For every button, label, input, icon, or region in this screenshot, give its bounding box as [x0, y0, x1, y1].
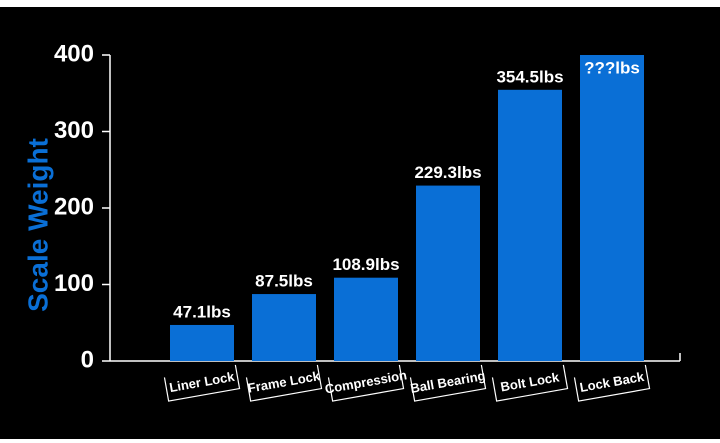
bar [580, 55, 644, 361]
value-label: 108.9lbs [332, 255, 399, 274]
value-label: 47.1lbs [173, 302, 231, 321]
x-tick-bracket [163, 364, 241, 402]
value-label: 354.5lbs [496, 67, 563, 86]
bar [498, 89, 562, 362]
x-tick-bracket [327, 364, 405, 402]
bar [252, 294, 316, 361]
y-tick-label: 100 [54, 270, 94, 297]
x-tick-bracket [573, 364, 651, 402]
y-tick-label: 0 [81, 346, 94, 373]
y-axis-label: Scale Weight [22, 138, 53, 312]
value-label: 229.3lbs [414, 163, 481, 182]
x-tick-bracket [491, 364, 569, 402]
bar [334, 277, 398, 361]
bar [416, 185, 480, 361]
y-tick-label: 300 [54, 117, 94, 144]
value-label: ???lbs [584, 58, 640, 77]
y-tick-label: 400 [54, 40, 94, 67]
x-tick-bracket [245, 364, 323, 402]
bar [170, 324, 234, 361]
x-tick-bracket [409, 364, 487, 402]
value-label: 87.5lbs [255, 272, 313, 291]
y-tick-label: 200 [54, 193, 94, 220]
